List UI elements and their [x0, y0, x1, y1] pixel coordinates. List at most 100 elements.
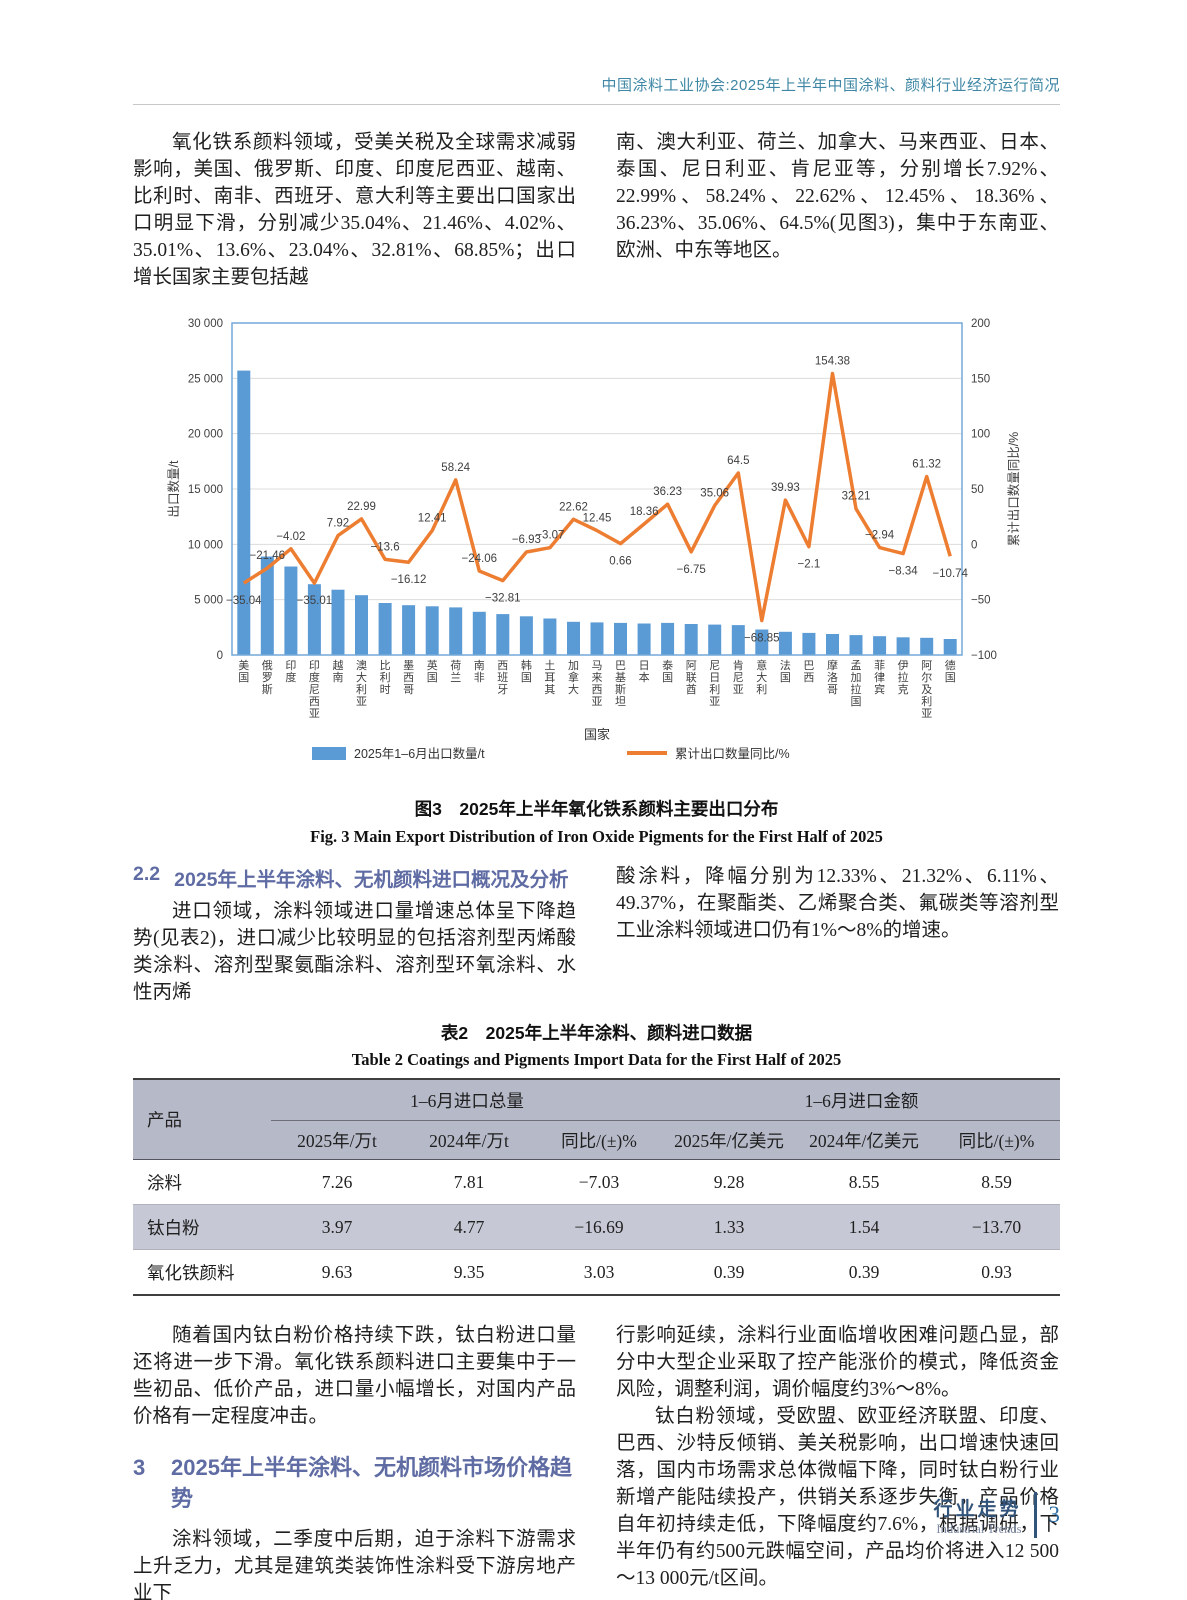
svg-text:意大利: 意大利 — [756, 658, 767, 696]
svg-text:德国: 德国 — [944, 658, 955, 684]
svg-text:10 000: 10 000 — [187, 539, 222, 551]
svg-text:加拿大: 加拿大 — [568, 659, 579, 696]
intro-paragraph-right: 南、澳大利亚、荷兰、加拿大、马来西亚、日本、泰国、尼日利亚、肯尼亚等，分别增长7… — [616, 132, 1059, 261]
svg-text:−21.46: −21.46 — [249, 550, 284, 562]
svg-text:7.92: 7.92 — [326, 518, 348, 530]
table-row: 氧化铁颜料 9.63 9.35 3.03 0.39 0.39 0.93 — [133, 1250, 1060, 1296]
figure3-chart: 0 5 000 10 000 15 000 20 000 25 000 30 000 −100… — [133, 313, 1060, 786]
section-3-paragraph-left: 涂料领域，二季度中后期，迫于涂料下游需求上升乏力，尤其是建筑类装饰性涂料受下游房… — [133, 1529, 576, 1600]
svg-text:39.93: 39.93 — [771, 482, 800, 494]
table2-subhead: 同比/(±)% — [933, 1120, 1060, 1160]
svg-text:俄罗斯: 俄罗斯 — [261, 659, 272, 696]
svg-text:英国: 英国 — [426, 658, 437, 684]
svg-text:−6.93: −6.93 — [511, 534, 540, 546]
table2-caption-en: Table 2 Coatings and Pigments Import Dat… — [351, 1050, 842, 1069]
svg-text:−8.34: −8.34 — [888, 566, 918, 578]
figure3: 0 5 000 10 000 15 000 20 000 25 000 30 000 −100… — [133, 313, 1060, 847]
svg-text:−68.85: −68.85 — [744, 633, 780, 645]
svg-text:−35.04: −35.04 — [226, 595, 262, 607]
value-cell: 1.54 — [795, 1204, 933, 1250]
svg-text:阿尔及利亚: 阿尔及利亚 — [921, 659, 932, 720]
bar-series — [236, 370, 957, 655]
left-axis-ticks: 0 5 000 10 000 15 000 20 000 25 000 30 000 — [187, 318, 222, 662]
svg-text:尼日利亚: 尼日利亚 — [709, 659, 720, 708]
table2-subhead: 2024年/亿美元 — [795, 1120, 933, 1160]
value-cell: 1.33 — [663, 1204, 795, 1250]
svg-text:0.66: 0.66 — [609, 556, 631, 568]
table2-group-volume: 1–6月进口总量 — [271, 1079, 663, 1121]
svg-text:58.24: 58.24 — [441, 462, 470, 474]
svg-text:−16.12: −16.12 — [390, 574, 426, 586]
value-cell: 9.63 — [321, 1261, 353, 1282]
value-cell: −7.03 — [535, 1159, 663, 1205]
table2-subhead: 2025年/亿美元 — [663, 1120, 795, 1160]
table2-col-product: 产品 — [133, 1079, 271, 1160]
svg-text:南非: 南非 — [473, 659, 484, 684]
svg-text:100: 100 — [971, 429, 990, 441]
svg-text:25 000: 25 000 — [187, 373, 222, 385]
right-axis-ticks: −100 −50 0 50 100 150 200 — [971, 318, 997, 662]
page-header: 中国涂料工业协会:2025年上半年中国涂料、颜料行业经济运行简况 — [601, 77, 1060, 94]
svg-text:15 000: 15 000 — [187, 484, 222, 496]
table2: 产品 1–6月进口总量 1–6月进口金额 2025年/万t 2024年/万t 同… — [133, 1078, 1060, 1296]
svg-text:摩洛哥: 摩洛哥 — [827, 658, 838, 696]
svg-text:−50: −50 — [971, 595, 991, 607]
titanium-price-paragraph: 钛白粉领域，受欧盟、欧亚经济联盟、印度、巴西、沙特反倾销、美关税影响，出口增速快… — [616, 1406, 1059, 1589]
svg-text:−3.07: −3.07 — [535, 530, 564, 542]
svg-text:−24.06: −24.06 — [461, 553, 497, 565]
page-footer: 行业走势 Industrial Trends 3 — [933, 1492, 1060, 1538]
svg-text:0: 0 — [971, 539, 977, 551]
svg-text:36.23: 36.23 — [653, 486, 682, 498]
value-cell: 7.26 — [271, 1159, 403, 1205]
svg-text:比利时: 比利时 — [379, 659, 390, 696]
gridlines — [231, 322, 962, 601]
svg-text:墨西哥: 墨西哥 — [403, 659, 414, 696]
svg-text:−10.74: −10.74 — [932, 568, 968, 580]
svg-text:12.45: 12.45 — [582, 513, 611, 525]
svg-text:法国: 法国 — [779, 658, 790, 684]
svg-text:61.32: 61.32 — [912, 459, 941, 471]
value-cell: 9.28 — [663, 1159, 795, 1205]
svg-text:0: 0 — [216, 650, 222, 662]
section-2-2-paragraph-left: 进口领域，涂料领域进口量增速总体呈下降趋势(见表2)，进口减少比较明显的包括溶剂… — [133, 901, 576, 1003]
section-3-number: 3 — [133, 1455, 146, 1480]
coatings-price-paragraph: 行影响延续，涂料行业面临增收困难问题凸显，部分中大型企业采取了控产能涨价的模式，… — [616, 1325, 1059, 1400]
figure3-chart-svg: 0 5 000 10 000 15 000 20 000 25 000 30 000 −100… — [166, 318, 1021, 761]
svg-text:30 000: 30 000 — [187, 318, 222, 330]
value-cell: 4.77 — [403, 1204, 535, 1250]
section-2-2-paragraph-right: 酸涂料，降幅分别为12.33%、21.32%、6.11%、49.37%，在聚酯类… — [616, 866, 1059, 941]
svg-text:日本: 日本 — [638, 660, 649, 684]
section-2-2-number: 2.2 — [133, 863, 161, 885]
svg-text:22.62: 22.62 — [559, 501, 588, 513]
value-cell: 0.39 — [848, 1261, 880, 1282]
value-cell: −13.70 — [933, 1204, 1060, 1250]
svg-text:巴西: 巴西 — [803, 660, 814, 684]
section-3-title: 2025年上半年涂料、无机颜料市场价格趋势 — [171, 1455, 572, 1511]
table2-group-value: 1–6月进口金额 — [663, 1079, 1060, 1121]
svg-text:150: 150 — [971, 373, 990, 385]
svg-text:18.36: 18.36 — [629, 506, 658, 518]
svg-text:−2.1: −2.1 — [797, 559, 820, 571]
value-cell: 0.39 — [713, 1261, 745, 1282]
page-number: 3 — [1048, 1502, 1061, 1527]
value-cell: 8.59 — [933, 1159, 1060, 1205]
svg-text:50: 50 — [971, 484, 984, 496]
svg-text:−35.01: −35.01 — [296, 595, 332, 607]
svg-text:肯尼亚: 肯尼亚 — [732, 659, 743, 696]
legend-bar-swatch — [311, 747, 346, 760]
footer-divider — [1033, 1492, 1037, 1538]
titanium-import-paragraph: 随着国内钛白粉价格持续下跌，钛白粉进口量还将进一步下滑。氧化铁系颜料进口主要集中… — [133, 1325, 576, 1427]
table2-header: 产品 1–6月进口总量 1–6月进口金额 2025年/万t 2024年/万t 同… — [133, 1079, 1060, 1160]
svg-text:−4.02: −4.02 — [276, 531, 305, 543]
svg-text:印度: 印度 — [285, 659, 296, 684]
legend-line-label: 累计出口数量同比/% — [675, 746, 790, 761]
value-cell: −16.69 — [535, 1204, 663, 1250]
intro-section: 氧化铁系颜料领域，受美关税及全球需求减弱影响，美国、俄罗斯、印度、印度尼西亚、越… — [133, 129, 1060, 291]
svg-text:22.99: 22.99 — [347, 501, 376, 513]
table2-subhead: 2025年/万t — [271, 1120, 403, 1160]
right-axis-title: 累计出口数量同比/% — [1006, 432, 1021, 547]
product-cell: 氧化铁颜料 — [147, 1262, 235, 1283]
product-cell: 钛白粉 — [133, 1204, 271, 1250]
